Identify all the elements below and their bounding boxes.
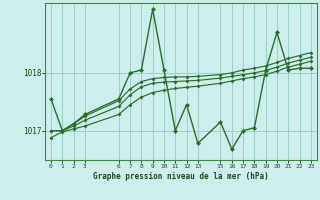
X-axis label: Graphe pression niveau de la mer (hPa): Graphe pression niveau de la mer (hPa) bbox=[93, 172, 269, 181]
